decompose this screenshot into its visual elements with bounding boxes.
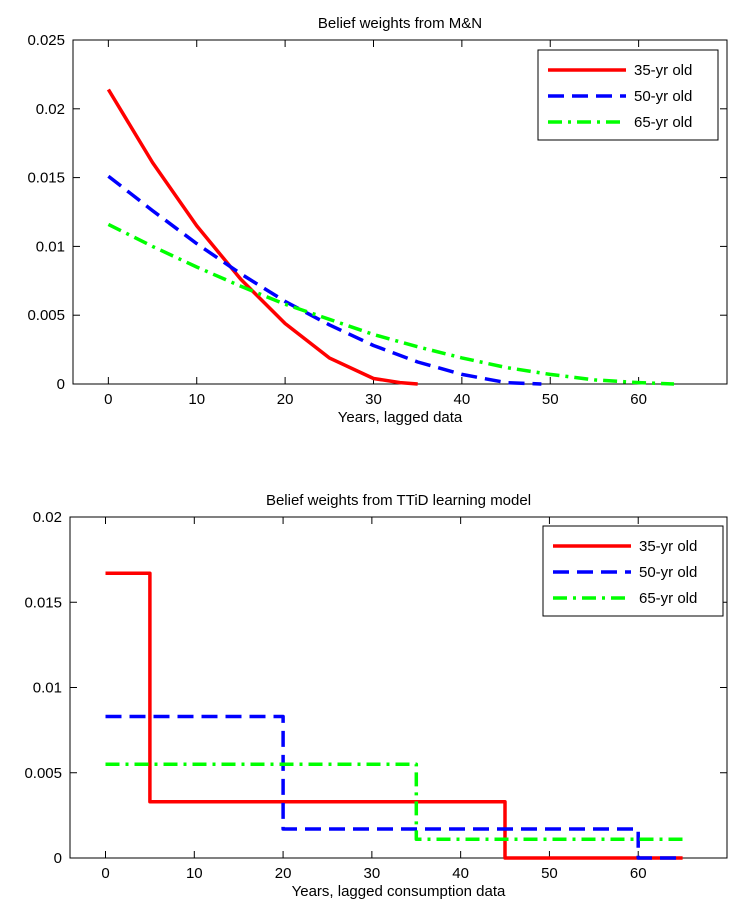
x-tick-label: 10: [188, 391, 205, 408]
x-tick-label: 20: [277, 391, 294, 408]
chart-title: Belief weights from M&N: [318, 15, 482, 32]
y-tick-label: 0.015: [27, 170, 65, 187]
x-tick-label: 0: [101, 865, 109, 882]
legend-box: [542, 525, 724, 617]
legend: 35-yr old 50-yr old 65-yr old: [542, 525, 724, 617]
series-line-3: [105, 762, 683, 841]
series-line-1: [105, 571, 683, 860]
x-axis-label: Years, lagged data: [338, 409, 463, 426]
x-tick-label: 60: [630, 391, 647, 408]
x-tick-label: 50: [541, 865, 558, 882]
y-tick-label: 0: [54, 850, 62, 867]
x-tick-label: 60: [630, 865, 647, 882]
y-tick-label: 0.01: [36, 238, 65, 255]
legend-label: 65-yr old: [634, 114, 692, 131]
y-tick-label: 0.02: [33, 509, 62, 526]
series-line-3: [107, 222, 675, 386]
legend: 35-yr old 50-yr old 65-yr old: [537, 49, 719, 141]
x-tick-label: 30: [364, 865, 381, 882]
legend-label: 50-yr old: [634, 88, 692, 105]
x-tick-label: 40: [452, 865, 469, 882]
x-tick-label: 40: [454, 391, 471, 408]
series-line-2: [105, 714, 683, 860]
series-line-1: [106, 88, 418, 386]
chart-1: Belief weights from M&N 0 10 20 30 40 50 60 0 0.0…: [27, 15, 728, 426]
legend-box: [537, 49, 719, 141]
x-axis-label: Years, lagged consumption data: [292, 883, 506, 900]
legend-label: 35-yr old: [639, 538, 697, 555]
legend-label: 65-yr old: [639, 590, 697, 607]
legend-label: 35-yr old: [634, 62, 692, 79]
chart-2: Belief weights from TTiD learning model 0…: [24, 492, 728, 900]
y-tick-label: 0.005: [27, 307, 65, 324]
chart-title: Belief weights from TTiD learning model: [266, 492, 531, 509]
legend-label: 50-yr old: [639, 564, 697, 581]
x-tick-label: 20: [275, 865, 292, 882]
x-tick-label: 0: [104, 391, 112, 408]
y-tick-label: 0.005: [24, 765, 62, 782]
y-tick-label: 0.025: [27, 32, 65, 49]
y-tick-label: 0.015: [24, 594, 62, 611]
y-tick-label: 0: [57, 376, 65, 393]
y-tick-label: 0.01: [33, 680, 62, 697]
x-tick-label: 50: [542, 391, 559, 408]
series-line-2: [107, 174, 542, 386]
y-tick-label: 0.02: [36, 101, 65, 118]
x-tick-label: 30: [365, 391, 382, 408]
x-tick-label: 10: [186, 865, 203, 882]
